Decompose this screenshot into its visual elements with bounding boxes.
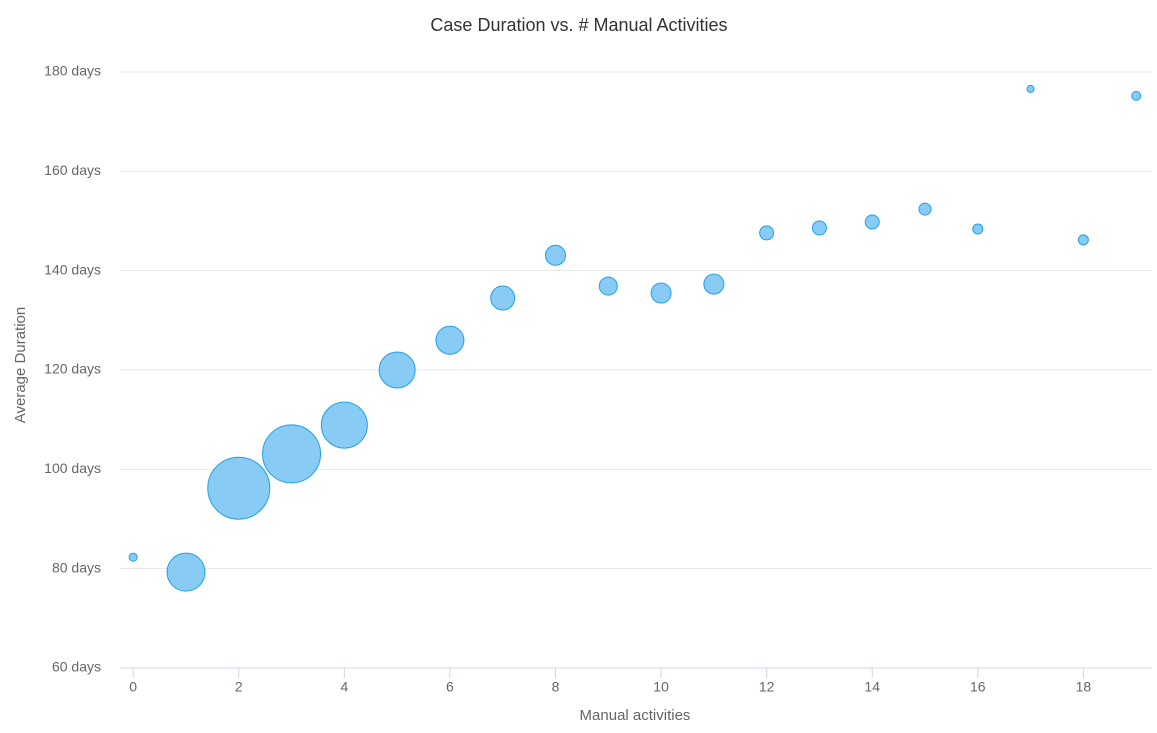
- bubble: [650, 282, 672, 304]
- x-axis-title: Manual activities: [580, 707, 691, 724]
- x-tick-label: 18: [1076, 679, 1092, 695]
- bubble: [1131, 90, 1142, 101]
- y-tick-label: 80 days: [52, 559, 101, 575]
- bubble: [262, 424, 322, 484]
- bubble: [378, 351, 416, 389]
- x-tick-label: 4: [340, 679, 348, 695]
- bubble: [544, 244, 566, 266]
- bubble: [598, 276, 618, 296]
- x-tick-label: 12: [759, 679, 775, 695]
- y-tick-label: 140 days: [44, 261, 101, 277]
- bubble: [864, 214, 880, 230]
- bubble: [759, 225, 775, 241]
- x-tick-label: 0: [129, 679, 137, 695]
- bubble: [490, 285, 516, 311]
- bubble: [435, 325, 465, 355]
- bubble: [811, 220, 827, 236]
- bubble: [128, 552, 138, 562]
- x-tick-label: 2: [235, 679, 243, 695]
- y-axis-title: Average Duration: [12, 307, 29, 423]
- bubble: [320, 401, 368, 449]
- chart-title: Case Duration vs. # Manual Activities: [430, 15, 727, 35]
- y-tick-label: 100 days: [44, 460, 101, 476]
- x-tick-label: 16: [970, 679, 986, 695]
- y-tick-label: 160 days: [44, 162, 101, 178]
- x-tick-label: 8: [552, 679, 560, 695]
- bubble: [1026, 84, 1035, 93]
- bubble: [166, 552, 206, 592]
- bubble: [918, 202, 932, 216]
- x-tick-label: 10: [653, 679, 669, 695]
- bubble: [703, 273, 725, 295]
- bubble: [207, 456, 271, 520]
- bubble: [972, 223, 984, 235]
- y-tick-label: 60 days: [52, 659, 101, 675]
- bubble: [1077, 234, 1089, 246]
- x-tick-label: 6: [446, 679, 454, 695]
- y-tick-label: 180 days: [44, 63, 101, 79]
- y-tick-label: 120 days: [44, 361, 101, 377]
- x-tick-label: 14: [864, 679, 880, 695]
